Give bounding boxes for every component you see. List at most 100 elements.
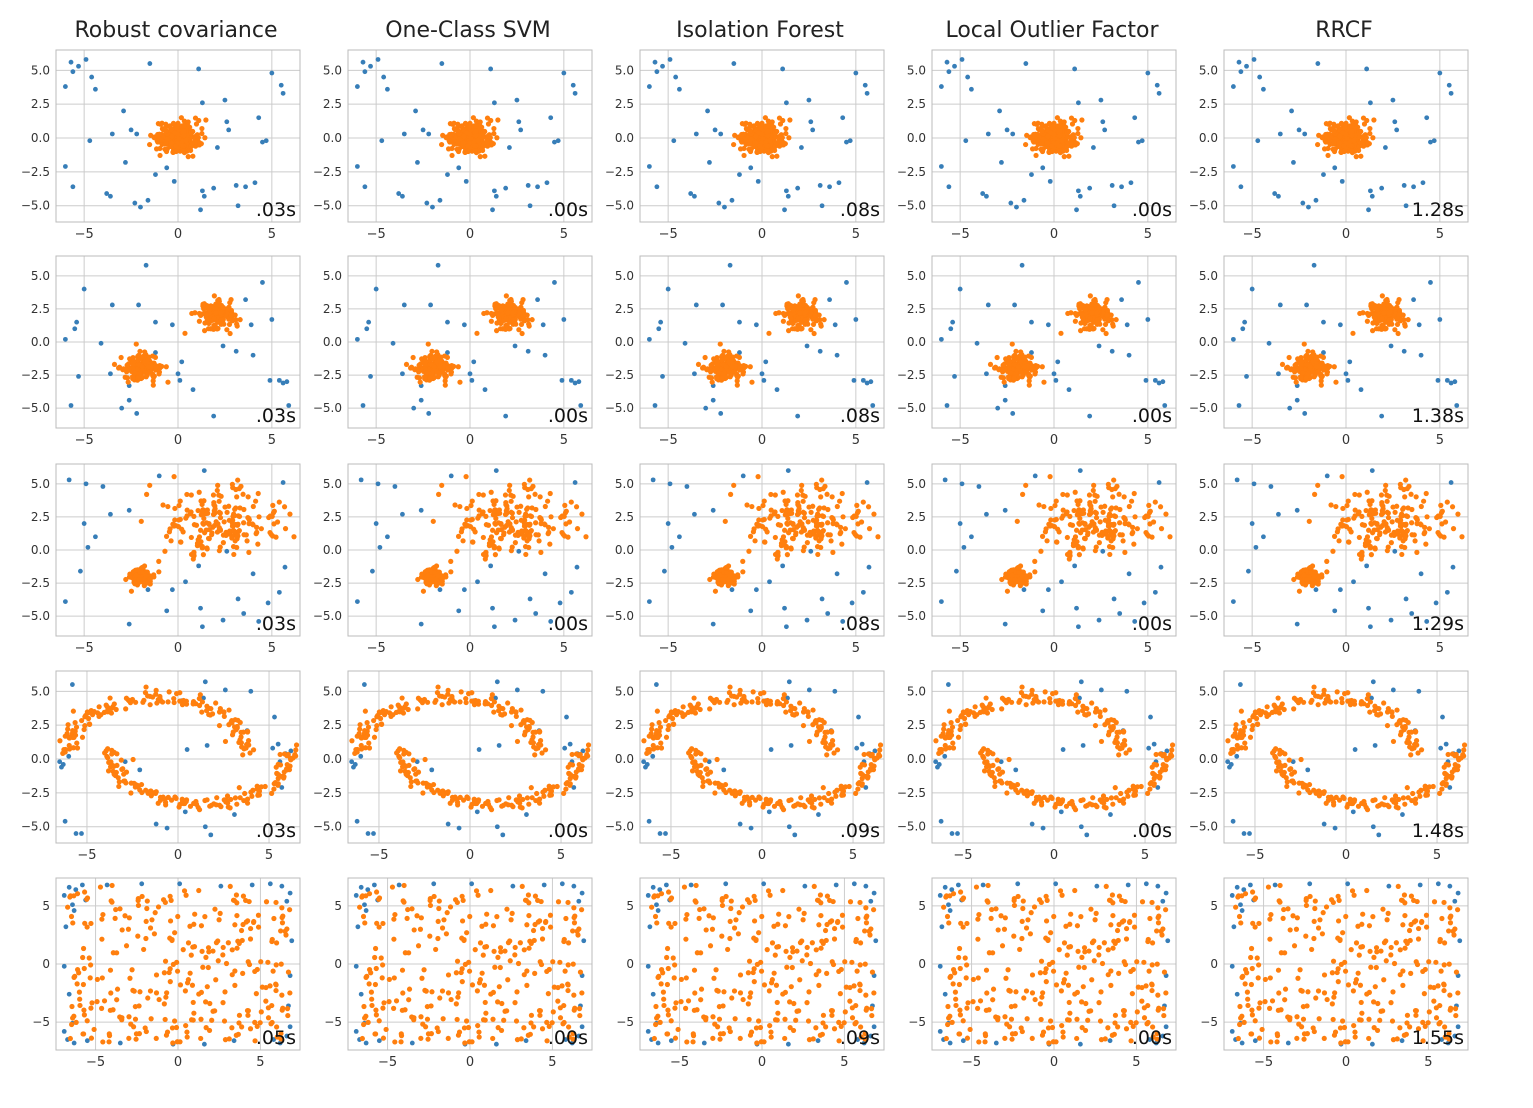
inlier-point bbox=[806, 504, 812, 510]
inlier-point bbox=[1292, 367, 1298, 373]
inlier-point bbox=[1050, 125, 1056, 131]
outlier-point bbox=[767, 579, 772, 585]
inlier-point bbox=[454, 548, 460, 554]
outlier-point bbox=[1111, 203, 1117, 209]
inlier-point bbox=[1327, 363, 1333, 370]
inlier-point bbox=[813, 520, 819, 526]
inlier-point bbox=[812, 312, 818, 318]
outlier-point bbox=[78, 568, 83, 574]
inlier-point bbox=[220, 304, 226, 311]
inlier-point bbox=[1000, 367, 1006, 373]
inlier-point bbox=[521, 520, 527, 526]
inlier-point bbox=[796, 310, 803, 316]
y-tick-label: 0.0 bbox=[907, 131, 926, 145]
outlier-point bbox=[1040, 165, 1046, 171]
outlier-point bbox=[87, 138, 93, 144]
outlier-point bbox=[145, 587, 151, 593]
y-tick-label: −5.0 bbox=[21, 401, 50, 415]
inlier-point bbox=[482, 153, 488, 159]
inlier-point bbox=[1100, 509, 1106, 515]
inlier-point bbox=[1052, 502, 1058, 509]
column-title-isolation-forest: Isolation Forest bbox=[676, 18, 844, 43]
inlier-point bbox=[518, 304, 524, 310]
inlier-point bbox=[819, 477, 825, 483]
inlier-point bbox=[271, 508, 277, 514]
inlier-point bbox=[468, 502, 474, 509]
inlier-point bbox=[1017, 563, 1024, 569]
inlier-point bbox=[566, 519, 573, 525]
y-tick-label: 5.0 bbox=[615, 63, 634, 77]
inlier-point bbox=[174, 125, 180, 131]
inlier-point bbox=[1325, 152, 1331, 159]
outlier-point bbox=[570, 82, 576, 88]
outlier-point bbox=[488, 563, 494, 569]
inlier-point bbox=[276, 499, 282, 505]
x-tick-label: −5 bbox=[75, 641, 94, 656]
outlier-point bbox=[448, 473, 454, 479]
inlier-point bbox=[235, 521, 241, 527]
outlier-point bbox=[83, 481, 89, 487]
inlier-point bbox=[1033, 152, 1039, 159]
inlier-point bbox=[274, 519, 281, 525]
inlier-point bbox=[457, 379, 463, 385]
y-tick-label: 5.0 bbox=[31, 477, 50, 491]
inlier-point bbox=[516, 509, 522, 515]
inlier-point bbox=[490, 498, 496, 504]
outlier-point bbox=[401, 131, 407, 137]
inlier-point bbox=[188, 492, 194, 498]
inlier-point bbox=[455, 139, 461, 145]
inlier-point bbox=[403, 361, 410, 368]
inlier-point bbox=[1073, 527, 1080, 533]
inlier-point bbox=[1020, 491, 1026, 497]
x-tick-label: 0 bbox=[1050, 433, 1058, 448]
inlier-point bbox=[173, 143, 179, 149]
outlier-point bbox=[959, 57, 965, 62]
inlier-point bbox=[780, 117, 786, 124]
inlier-point bbox=[763, 526, 769, 532]
outlier-point bbox=[109, 302, 115, 308]
inlier-point bbox=[559, 513, 565, 519]
inlier-point bbox=[737, 364, 743, 371]
inlier-point bbox=[1093, 515, 1100, 521]
outlier-point bbox=[153, 319, 158, 325]
timing-label: .03s bbox=[256, 199, 296, 221]
outlier-point bbox=[555, 138, 561, 144]
outlier-point bbox=[1045, 587, 1051, 593]
inlier-point bbox=[820, 513, 827, 520]
inlier-point bbox=[1286, 354, 1292, 361]
outlier-point bbox=[93, 86, 98, 92]
inlier-point bbox=[1146, 533, 1152, 539]
inlier-point bbox=[1372, 316, 1378, 322]
inlier-point bbox=[1374, 307, 1380, 313]
inlier-point bbox=[150, 378, 156, 384]
inlier-point bbox=[790, 521, 796, 528]
outlier-point bbox=[492, 100, 497, 106]
inlier-point bbox=[828, 538, 834, 544]
outlier-point bbox=[984, 193, 989, 199]
inlier-point bbox=[1074, 498, 1080, 504]
outlier-point bbox=[1059, 579, 1064, 585]
outlier-point bbox=[235, 203, 241, 209]
inlier-point bbox=[218, 493, 224, 499]
inlier-point bbox=[231, 551, 237, 558]
inlier-point bbox=[755, 474, 761, 480]
x-tick-label: −5 bbox=[659, 227, 678, 242]
inlier-point bbox=[1343, 131, 1349, 137]
inlier-point bbox=[156, 558, 162, 564]
outlier-point bbox=[1238, 184, 1244, 190]
inlier-point bbox=[773, 140, 780, 146]
outlier-point bbox=[1109, 348, 1115, 354]
inlier-point bbox=[443, 572, 449, 578]
outlier-point bbox=[428, 302, 433, 308]
inlier-point bbox=[199, 130, 205, 137]
inlier-point bbox=[281, 504, 288, 510]
inlier-point bbox=[1108, 538, 1114, 544]
y-tick-label: 2.5 bbox=[31, 97, 50, 111]
outlier-point bbox=[669, 544, 675, 550]
inlier-point bbox=[155, 121, 161, 127]
outlier-point bbox=[263, 138, 269, 144]
inlier-point bbox=[486, 540, 493, 546]
column-title-robust-covariance: Robust covariance bbox=[74, 18, 278, 43]
inlier-point bbox=[860, 499, 866, 505]
inlier-point bbox=[443, 135, 449, 141]
